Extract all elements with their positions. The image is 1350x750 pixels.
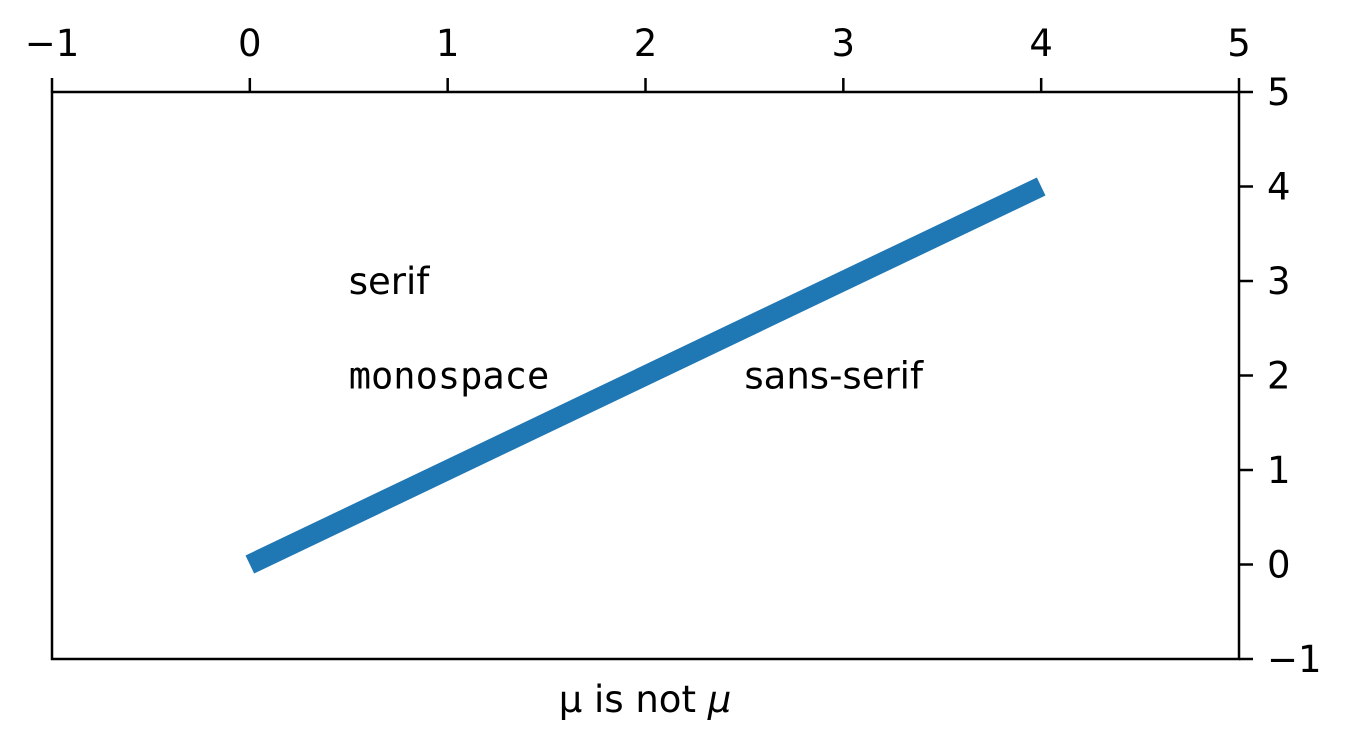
- y-tick-label: 5: [1267, 71, 1291, 114]
- axes: −1 0 1 2 3 4 5 −1 0 1 2 3 4 5: [25, 22, 1322, 681]
- x-tick-label: 2: [634, 22, 658, 65]
- x-tick-label: −1: [25, 22, 80, 65]
- x-tick-label: 5: [1227, 22, 1251, 65]
- x-tick-label: 1: [436, 22, 460, 65]
- y-tick-label: 2: [1267, 355, 1291, 398]
- x-axis-label-math: μ: [707, 678, 732, 721]
- y-tick-label: 1: [1267, 449, 1291, 492]
- x-tick-label: 3: [832, 22, 856, 65]
- y-tick-label: 4: [1267, 166, 1291, 209]
- x-tick-label: 4: [1029, 22, 1053, 65]
- annotation-serif: serif: [349, 260, 431, 303]
- x-axis-label-plain: μ is not: [559, 678, 708, 721]
- y-tick-label: 3: [1267, 260, 1291, 303]
- annotation-sans-serif: sans-serif: [744, 355, 924, 398]
- series-line: [245, 177, 1046, 574]
- annotation-monospace: monospace: [349, 355, 549, 398]
- x-tick-label: 0: [238, 22, 262, 65]
- annotations: serif monospace sans-serif: [349, 260, 924, 398]
- y-tick-label: 0: [1267, 544, 1291, 587]
- y-tick-label: −1: [1267, 638, 1322, 681]
- plot-area: [245, 177, 1046, 574]
- x-axis-label: μ is not μ: [559, 678, 732, 721]
